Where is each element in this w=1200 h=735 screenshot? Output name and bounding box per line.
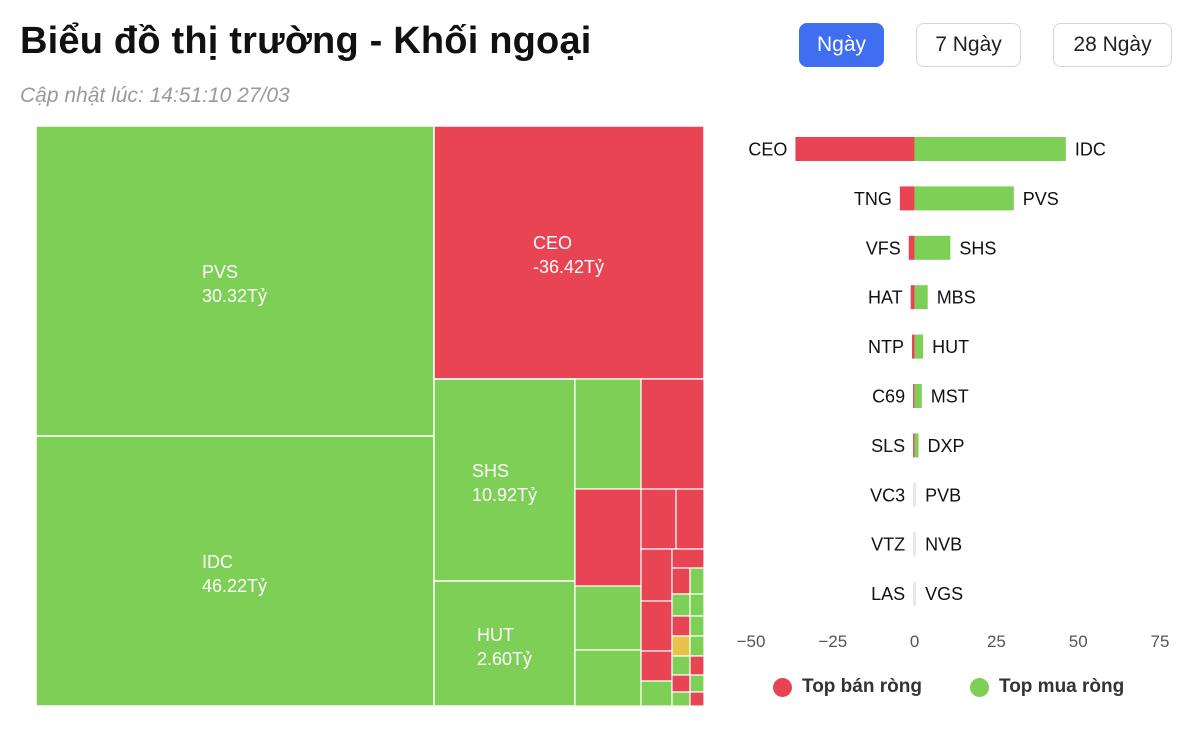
x-tick-label: 75 — [1151, 632, 1170, 651]
buy-bar-pvs[interactable] — [914, 186, 1014, 211]
sell-bar-vc3[interactable] — [913, 482, 915, 507]
sell-bar-ntp[interactable] — [911, 334, 915, 359]
buy-bar-mbs[interactable] — [914, 285, 928, 310]
x-tick-label: 25 — [987, 632, 1006, 651]
x-tick-label: −25 — [818, 632, 847, 651]
buy-bar-mst[interactable] — [914, 384, 922, 408]
tile-hut[interactable] — [433, 580, 576, 707]
tile-small-5[interactable] — [574, 585, 642, 651]
tile-small-3[interactable] — [640, 488, 677, 550]
tile-small-25[interactable] — [689, 691, 705, 707]
legend-buy: Top mua ròng — [970, 676, 1124, 698]
sell-bar-vtz[interactable] — [913, 532, 915, 557]
tile-small-8[interactable] — [640, 600, 673, 652]
buy-ticker-label: PVB — [925, 485, 961, 505]
buy-ticker-label: MBS — [937, 288, 976, 308]
tile-small-6[interactable] — [574, 649, 642, 707]
tile-small-10[interactable] — [640, 680, 673, 707]
sell-legend-swatch — [773, 677, 792, 697]
legend-sell: Top bán ròng — [773, 676, 922, 698]
period-28-days-button[interactable]: 28 Ngày — [1053, 23, 1172, 67]
buy-bar-dxp[interactable] — [914, 433, 919, 458]
x-tick-label: 50 — [1069, 632, 1088, 651]
buy-ticker-label: HUT — [932, 337, 969, 357]
tile-pvs-value: 30.32Tỷ — [202, 286, 267, 306]
sell-bar-c69[interactable] — [913, 384, 915, 408]
tile-shs-label: SHS — [472, 461, 509, 481]
sell-ticker-label: VC3 — [870, 485, 905, 505]
sell-bar-vfs[interactable] — [908, 235, 915, 260]
period-day-button[interactable]: Ngày — [799, 23, 884, 67]
tile-small-2[interactable] — [574, 488, 642, 587]
tile-small-1[interactable] — [640, 378, 705, 490]
tile-small-4[interactable] — [675, 488, 705, 550]
update-timestamp: Cập nhật lúc: 14:51:10 27/03 — [20, 84, 290, 107]
buy-ticker-label: IDC — [1075, 140, 1106, 160]
x-tick-label: −50 — [737, 632, 766, 651]
sell-ticker-label: CEO — [748, 140, 787, 160]
tile-ceo-value: -36.42Tỷ — [533, 257, 604, 277]
tile-ceo[interactable] — [433, 125, 705, 380]
sell-ticker-label: TNG — [854, 189, 892, 209]
x-tick-label: 0 — [910, 632, 919, 651]
sell-ticker-label: VFS — [866, 238, 901, 258]
tile-ceo-label: CEO — [533, 233, 572, 253]
tile-shs-value: 10.92Tỷ — [472, 485, 537, 505]
tile-pvs[interactable] — [35, 125, 435, 437]
sell-ticker-label: C69 — [872, 387, 905, 407]
tile-hut-value: 2.60Tỷ — [477, 649, 532, 669]
buy-legend-label: Top mua ròng — [999, 676, 1125, 697]
sell-ticker-label: SLS — [871, 436, 905, 456]
buy-bar-vgs[interactable] — [914, 581, 917, 606]
sell-ticker-label: HAT — [868, 288, 903, 308]
sell-bar-tng[interactable] — [899, 186, 915, 211]
sell-bar-hat[interactable] — [910, 285, 915, 310]
sell-legend-label: Top bán ròng — [802, 676, 922, 697]
sell-bar-ceo[interactable] — [795, 137, 915, 161]
tile-hut-label: HUT — [477, 625, 514, 645]
tile-small-0[interactable] — [574, 378, 642, 490]
buy-ticker-label: VGS — [925, 584, 963, 604]
sell-bar-las[interactable] — [913, 581, 915, 606]
buy-bar-idc[interactable] — [914, 137, 1066, 161]
page-title: Biểu đồ thị trường - Khối ngoại — [20, 20, 592, 62]
tile-idc-label: IDC — [202, 552, 233, 572]
buy-legend-swatch — [970, 677, 989, 697]
period-7-days-button[interactable]: 7 Ngày — [916, 23, 1021, 67]
sell-bar-sls[interactable] — [913, 433, 915, 458]
buy-bar-nvb[interactable] — [914, 532, 917, 557]
buy-ticker-label: MST — [931, 387, 969, 407]
sell-ticker-label: NTP — [868, 337, 904, 357]
buy-ticker-label: PVS — [1023, 189, 1059, 209]
buy-ticker-label: DXP — [928, 436, 965, 456]
buy-ticker-label: NVB — [925, 535, 962, 555]
buy-bar-hut[interactable] — [914, 334, 924, 359]
sell-ticker-label: LAS — [871, 584, 905, 604]
buy-bar-pvb[interactable] — [914, 482, 917, 507]
tile-pvs-label: PVS — [202, 262, 238, 282]
tile-idc-value: 46.22Tỷ — [202, 576, 267, 596]
buy-bar-shs[interactable] — [914, 235, 951, 260]
buy-ticker-label: SHS — [959, 238, 996, 258]
tile-shs[interactable] — [433, 378, 576, 582]
tile-idc[interactable] — [35, 435, 435, 707]
sell-ticker-label: VTZ — [871, 535, 905, 555]
